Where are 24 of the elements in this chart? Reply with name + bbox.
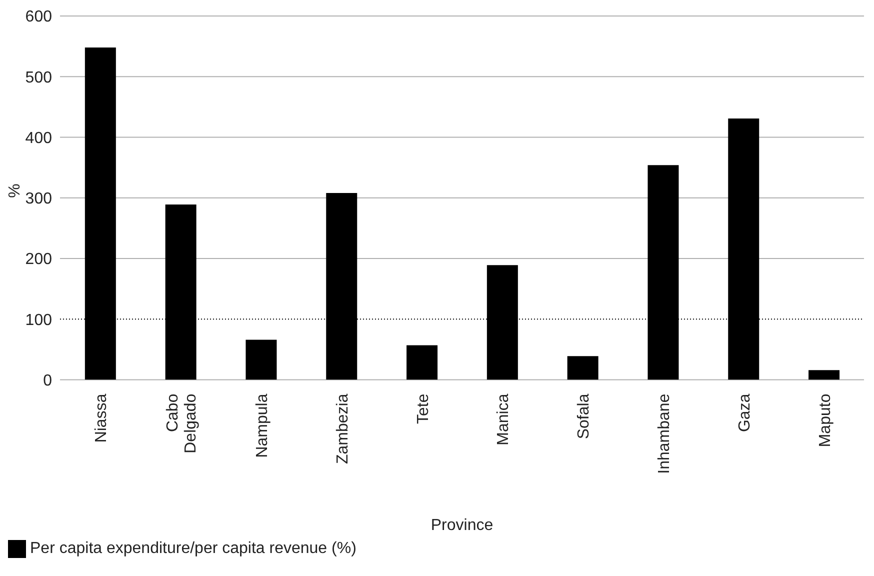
y-tick-label: 0 bbox=[43, 372, 52, 390]
x-tick-label: Nampula bbox=[254, 394, 271, 458]
y-tick-label: 300 bbox=[25, 190, 52, 208]
x-tick-label: Maputo bbox=[816, 394, 834, 448]
x-tick-label: Manica bbox=[495, 394, 512, 446]
legend-label: Per capita expenditure/per capita revenue (%) bbox=[30, 540, 356, 557]
y-tick-label: 100 bbox=[25, 312, 52, 329]
y-tick-label: 600 bbox=[25, 8, 52, 26]
x-tick-label: Gaza bbox=[736, 394, 754, 432]
y-tick-label: 400 bbox=[25, 130, 52, 147]
x-axis-title: Province bbox=[430, 516, 494, 534]
x-tick-label: Sofala bbox=[576, 394, 593, 440]
bar bbox=[246, 340, 277, 380]
bar bbox=[406, 345, 438, 380]
y-tick-label: 500 bbox=[25, 69, 52, 86]
x-tick-label: Cabo Delgado bbox=[164, 394, 200, 454]
bar bbox=[567, 356, 598, 380]
y-axis-title: % bbox=[6, 184, 24, 198]
x-tick-label: Niassa bbox=[93, 394, 110, 443]
x-tick-label: Zambezia bbox=[334, 394, 352, 464]
x-tick-label: Inhambane bbox=[656, 394, 673, 474]
bar bbox=[808, 370, 840, 380]
x-tick-label: Tete bbox=[414, 394, 432, 424]
y-tick-label: 200 bbox=[25, 251, 52, 268]
